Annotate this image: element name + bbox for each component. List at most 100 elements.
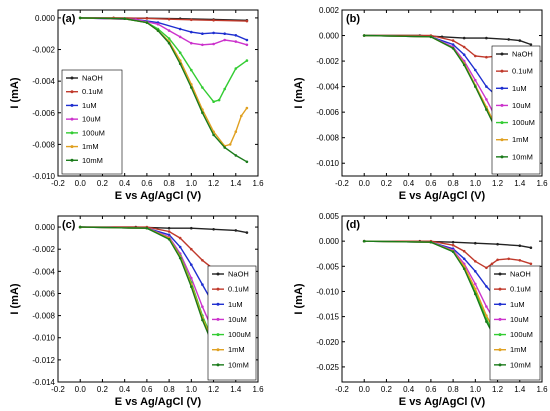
x-tick-label: 0.4 — [119, 179, 131, 188]
data-point — [518, 244, 522, 247]
x-tick-label: 0.0 — [359, 179, 371, 188]
data-point — [234, 67, 238, 70]
data-point — [190, 247, 193, 251]
data-point — [201, 32, 204, 35]
legend-label: 10mM — [82, 156, 103, 165]
legend-marker — [498, 363, 502, 367]
data-point — [145, 21, 149, 24]
data-point — [485, 108, 488, 111]
legend: NaOH 0.1uM 1uM 10uM 100uM 1mM 10mM — [489, 265, 541, 381]
legend-marker — [500, 69, 504, 73]
x-tick-label: 1.2 — [492, 385, 504, 394]
legend-box — [61, 69, 123, 175]
y-tick-label: -0.010 — [316, 287, 339, 296]
legend-label: 1uM — [510, 300, 525, 309]
legend-marker — [216, 287, 220, 291]
data-point — [474, 78, 477, 82]
data-point — [167, 17, 171, 21]
legend-label: 0.1uM — [228, 285, 249, 294]
data-point — [212, 133, 215, 137]
data-point — [178, 35, 182, 39]
data-point — [212, 100, 215, 103]
y-tick-label: -0.008 — [32, 140, 55, 149]
x-tick-label: 0.8 — [448, 385, 460, 394]
data-point — [485, 55, 488, 59]
legend-label: 10uM — [228, 315, 247, 324]
y-tick-label: -0.002 — [32, 245, 55, 254]
data-point — [178, 256, 182, 260]
legend-box — [489, 265, 541, 381]
data-point — [178, 27, 182, 31]
x-tick-label: -0.2 — [51, 179, 65, 188]
data-point — [217, 98, 221, 102]
data-point — [190, 41, 193, 45]
data-point — [507, 257, 511, 261]
x-tick-label: 1.2 — [492, 179, 504, 188]
x-tick-label: 0.0 — [75, 385, 87, 394]
x-axis-label: E vs Ag/AgCl (V) — [115, 190, 202, 202]
data-point — [462, 257, 466, 261]
legend-marker — [498, 287, 502, 291]
legend-box — [207, 265, 257, 381]
data-point — [462, 63, 466, 67]
y-tick-label: 0.000 — [35, 223, 56, 232]
y-tick-label: -0.014 — [32, 378, 55, 387]
data-point — [234, 154, 238, 157]
panel-1: -0.2 0.0 0.2 0.4 0.6 0.8 1.0 1.2 1.4 1.6 0.002 0.00… — [293, 6, 548, 202]
legend-marker — [498, 302, 502, 306]
legend-marker — [70, 103, 74, 107]
y-tick-label: -0.008 — [316, 134, 339, 143]
data-point — [212, 19, 215, 22]
data-point — [145, 17, 149, 20]
legend-label: 1mM — [228, 345, 245, 354]
data-point — [518, 39, 522, 42]
legend-marker — [70, 131, 74, 135]
x-axis-label: E vs Ag/AgCl (V) — [399, 396, 486, 408]
data-point — [201, 305, 204, 309]
data-point — [212, 42, 215, 46]
data-point — [212, 31, 215, 35]
legend-label: 1mM — [82, 142, 99, 151]
legend-marker — [498, 333, 502, 337]
x-tick-label: -0.2 — [51, 385, 65, 394]
legend-marker — [498, 317, 502, 321]
series-line — [80, 17, 248, 163]
y-tick-label: -0.025 — [316, 363, 339, 372]
data-point — [190, 226, 193, 230]
legend-marker — [216, 302, 220, 306]
legend-label: 10mM — [512, 152, 533, 161]
data-point — [485, 266, 488, 270]
legend-marker — [216, 317, 220, 321]
panel-label: (b) — [346, 13, 360, 25]
data-point — [485, 305, 488, 308]
data-point — [167, 237, 171, 241]
data-point — [474, 85, 477, 88]
plot-frame — [341, 9, 543, 177]
data-point — [485, 314, 488, 317]
x-axis-label: E vs Ag/AgCl (V) — [115, 396, 202, 408]
x-tick-label: 0.6 — [141, 385, 153, 394]
legend-marker — [500, 103, 504, 107]
data-point — [507, 38, 511, 41]
legend-marker — [216, 348, 220, 352]
x-tick-label: 0.0 — [359, 385, 371, 394]
data-point — [167, 233, 171, 237]
legend-label: 1uM — [512, 84, 527, 93]
y-tick-label: -0.004 — [316, 83, 339, 92]
data-point — [485, 98, 488, 101]
y-tick-label: -0.006 — [32, 109, 55, 118]
data-point — [234, 130, 238, 133]
data-point — [167, 230, 171, 233]
legend-label: NaOH — [228, 270, 249, 279]
data-point — [190, 68, 193, 72]
x-axis-label: E vs Ag/AgCl (V) — [399, 190, 486, 202]
data-point — [223, 146, 226, 149]
x-tick-label: 1.4 — [514, 179, 526, 188]
x-tick-label: 0.0 — [75, 179, 87, 188]
x-tick-label: 1.0 — [186, 179, 198, 188]
legend-marker — [498, 348, 502, 352]
series-10mM — [78, 16, 249, 164]
data-point — [178, 51, 182, 54]
x-tick-label: 0.2 — [97, 179, 109, 188]
data-point — [212, 228, 215, 231]
